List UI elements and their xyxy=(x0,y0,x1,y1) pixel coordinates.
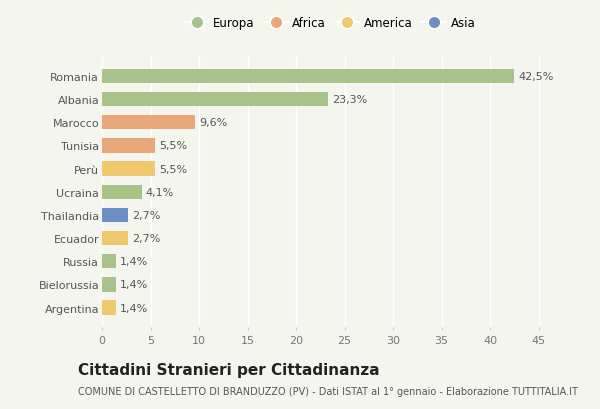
Text: 5,5%: 5,5% xyxy=(159,141,187,151)
Bar xyxy=(102,92,328,107)
Text: 5,5%: 5,5% xyxy=(159,164,187,174)
Text: 1,4%: 1,4% xyxy=(119,256,148,267)
Text: Cittadini Stranieri per Cittadinanza: Cittadini Stranieri per Cittadinanza xyxy=(78,362,380,377)
Bar xyxy=(102,185,142,200)
Bar xyxy=(102,277,116,292)
Legend: Europa, Africa, America, Asia: Europa, Africa, America, Asia xyxy=(182,15,478,32)
Text: 2,7%: 2,7% xyxy=(132,210,160,220)
Text: 9,6%: 9,6% xyxy=(199,118,227,128)
Bar xyxy=(102,139,155,153)
Text: 2,7%: 2,7% xyxy=(132,234,160,243)
Text: 1,4%: 1,4% xyxy=(119,303,148,313)
Bar xyxy=(102,116,195,130)
Bar xyxy=(102,70,514,84)
Bar xyxy=(102,231,128,246)
Bar xyxy=(102,162,155,176)
Text: COMUNE DI CASTELLETTO DI BRANDUZZO (PV) - Dati ISTAT al 1° gennaio - Elaborazion: COMUNE DI CASTELLETTO DI BRANDUZZO (PV) … xyxy=(78,387,578,396)
Bar xyxy=(102,301,116,315)
Bar xyxy=(102,208,128,222)
Text: 23,3%: 23,3% xyxy=(332,95,367,105)
Bar xyxy=(102,254,116,269)
Text: 4,1%: 4,1% xyxy=(146,187,174,197)
Text: 1,4%: 1,4% xyxy=(119,280,148,290)
Text: 42,5%: 42,5% xyxy=(518,72,554,82)
